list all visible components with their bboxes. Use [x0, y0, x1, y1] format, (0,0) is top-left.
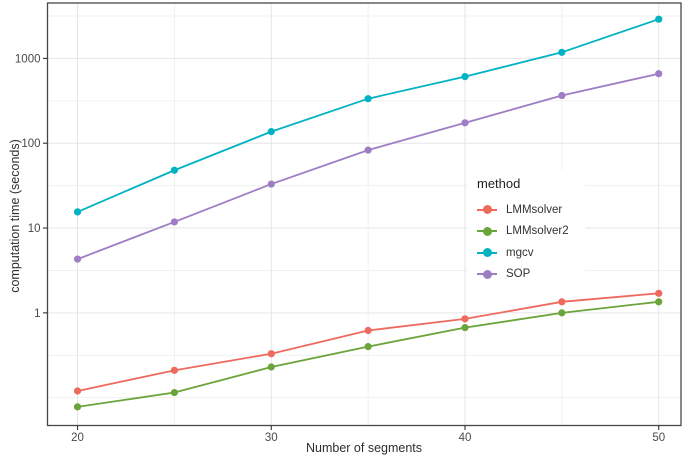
data-point-lmmsolver2: [461, 324, 469, 332]
data-point-mgcv: [364, 95, 372, 103]
data-point-mgcv: [73, 208, 82, 216]
data-point-mgcv: [558, 48, 566, 56]
data-point-sop: [170, 218, 178, 226]
data-point-lmmsolver2: [655, 298, 663, 306]
y-tick-label: 1000: [15, 53, 41, 65]
x-axis-title: Number of segments: [305, 441, 423, 455]
legend-item-label: SOP: [506, 268, 531, 281]
y-tick-label: 1: [34, 308, 40, 320]
y-axis-title: computation time (seconds): [8, 139, 22, 293]
legend-point-icon: [482, 226, 492, 236]
legend-title: method: [477, 176, 521, 191]
legend-key-icon: [477, 248, 497, 258]
data-point-sop: [461, 119, 469, 127]
data-point-sop: [558, 91, 566, 100]
data-point-lmmsolver2: [558, 309, 566, 317]
data-point-mgcv: [170, 166, 178, 174]
data-point-mgcv: [267, 128, 275, 136]
data-point-lmmsolver: [267, 350, 275, 358]
data-point-sop: [364, 146, 372, 154]
data-point-lmmsolver2: [364, 343, 372, 351]
data-point-lmmsolver: [364, 326, 372, 335]
data-point-lmmsolver: [655, 289, 663, 297]
data-point-lmmsolver: [170, 366, 178, 374]
data-point-lmmsolver: [558, 298, 566, 306]
legend-item-label: LMMsolver2: [506, 225, 569, 238]
data-point-sop: [73, 255, 82, 263]
legend-point-icon: [482, 269, 492, 279]
legend-point-icon: [482, 205, 492, 215]
x-tick-label: 40: [459, 432, 472, 444]
legend-key-icon: [477, 269, 497, 279]
legend-item-label: mgcv: [506, 246, 534, 259]
legend-item-lmmsolver2: LMMsolver2: [477, 221, 569, 243]
data-point-mgcv: [461, 73, 469, 81]
data-point-lmmsolver2: [170, 388, 178, 397]
legend-item-sop: SOP: [477, 264, 569, 286]
x-tick-label: 20: [71, 432, 84, 444]
data-point-lmmsolver2: [267, 363, 275, 371]
y-tick-label: 10: [28, 223, 41, 235]
data-point-mgcv: [655, 15, 663, 23]
legend-key-icon: [477, 226, 497, 236]
data-point-lmmsolver2: [73, 403, 82, 411]
data-point-sop: [267, 180, 275, 188]
x-tick-label: 50: [652, 432, 665, 444]
legend-item-lmmsolver: LMMsolver: [477, 199, 569, 221]
panel-border: [46, 2, 682, 427]
legend-item-label: LMMsolver: [506, 203, 563, 216]
data-point-sop: [655, 70, 663, 78]
data-point-lmmsolver: [461, 315, 469, 323]
y-tick-label: 100: [21, 138, 40, 150]
legend-point-icon: [482, 248, 492, 258]
data-point-lmmsolver: [73, 387, 82, 395]
x-tick-label: 30: [265, 432, 278, 444]
legend: method LMMsolver LMMsolver2 mgcv SOP: [468, 170, 585, 295]
legend-item-mgcv: mgcv: [477, 242, 569, 264]
legend-key-icon: [477, 205, 497, 215]
